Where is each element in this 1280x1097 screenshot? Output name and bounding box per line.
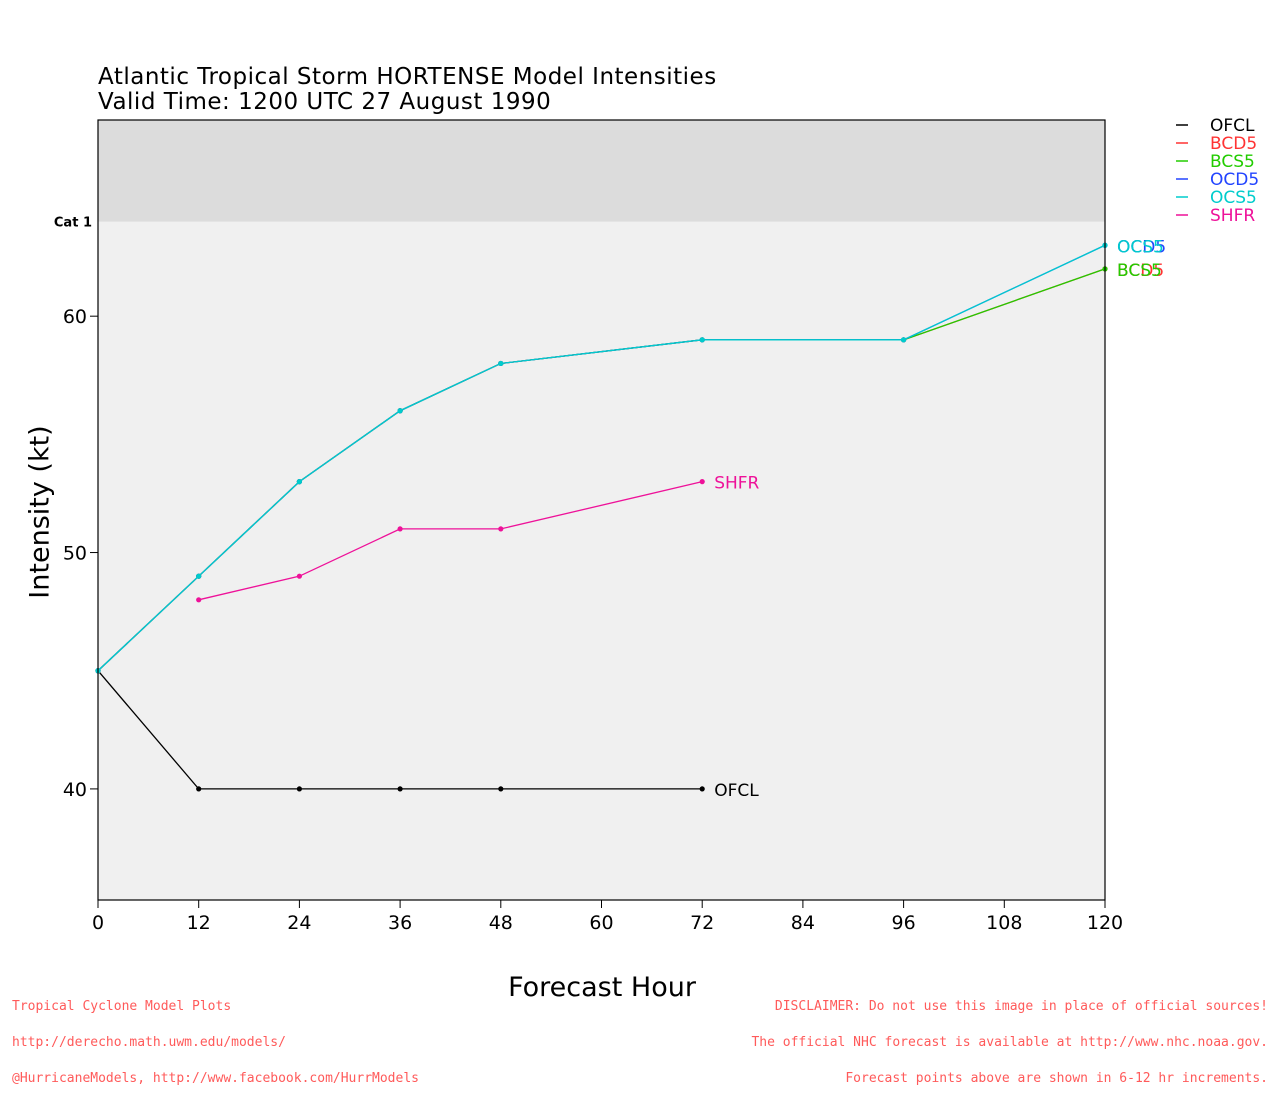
footer-disclaimer-line: DISCLAIMER: Do not use this image in pla… (774, 999, 1268, 1014)
series-point-ocs5 (901, 337, 907, 343)
series-end-label: OCS5 (1117, 237, 1164, 257)
series-end-label: BCD5 (1117, 261, 1164, 281)
plot-frame (97, 119, 1106, 901)
series-line-ocs5 (97, 244, 1106, 672)
footer-disclaimer: DISCLAIMER: Do not use this image in pla… (751, 977, 1268, 1097)
series-point-shfr (397, 526, 403, 532)
y-tick-label: 40 (63, 779, 87, 801)
footer-disclaimer-line: The official NHC forecast is available a… (751, 1035, 1268, 1050)
footer-credit-line[interactable]: http://derecho.math.uwm.edu/models/ (12, 1035, 286, 1050)
x-tick-label: 12 (187, 912, 211, 934)
footer-credits: Tropical Cyclone Model Plots http://dere… (12, 977, 419, 1097)
x-tick-label: 36 (388, 912, 412, 934)
series-point-ofcl (498, 786, 504, 792)
x-tick-label: 108 (986, 912, 1022, 934)
y-tick-label: 50 (63, 543, 87, 565)
y-axis-label: Intensity (kt) (24, 425, 56, 599)
series-end-label: OCD5 (1117, 237, 1166, 257)
series-point-shfr (498, 526, 504, 532)
legend-entry-shfr: SHFR (1210, 206, 1255, 226)
x-tick-label: 120 (1087, 912, 1123, 934)
x-tick-label: 72 (690, 912, 714, 934)
series-point-ocs5 (196, 573, 202, 579)
legend-entry-ocd5: OCD5 (1210, 170, 1259, 190)
series-point-ofcl (397, 786, 403, 792)
legend-entry-bcs5: BCS5 (1210, 152, 1255, 172)
series-line-ofcl (97, 670, 703, 790)
x-tick-label: 48 (489, 912, 513, 934)
series-end-label: OFCL (714, 781, 759, 801)
series-point-ocs5 (699, 337, 705, 343)
legend-entry-bcd5: BCD5 (1210, 134, 1257, 154)
series-point-ocs5 (498, 360, 504, 367)
series-point-shfr (296, 573, 302, 579)
x-tick-label: 24 (287, 912, 311, 934)
x-tick-label: 60 (589, 912, 613, 934)
y-tick-label: 60 (63, 306, 87, 328)
series-point-shfr (196, 597, 202, 603)
series-end-label: BCS5 (1117, 261, 1162, 281)
footer-credit-line[interactable]: @HurricaneModels, http://www.facebook.co… (12, 1071, 419, 1086)
series-point-ofcl (296, 786, 302, 792)
x-tick-label: 0 (92, 912, 104, 934)
category-band-label: Cat 1 (54, 216, 92, 231)
series-point-ofcl (196, 786, 202, 792)
plot-area (98, 120, 1105, 900)
intensity-chart: Cat 10 12 24 36 48 60 72 84 96 108 120405060OFCLBC… (54, 116, 1259, 934)
footer-disclaimer-line: Forecast points above are shown in 6-12 … (845, 1071, 1268, 1086)
category-band (98, 120, 1105, 222)
chart-title: Atlantic Tropical Storm HORTENSE Model I… (98, 64, 717, 90)
series-end-label: SHFR (714, 474, 759, 494)
series-point-shfr (699, 479, 705, 485)
series-point-ofcl (699, 786, 705, 792)
chart-subtitle: Valid Time: 1200 UTC 27 August 1990 (98, 89, 552, 115)
series-point-ocs5 (397, 408, 403, 414)
series-point-ocs5 (296, 479, 302, 485)
legend-entry-ocs5: OCS5 (1210, 188, 1257, 208)
footer-credit-line: Tropical Cyclone Model Plots (12, 999, 232, 1014)
x-tick-label: 84 (791, 912, 815, 934)
legend-entry-ofcl: OFCL (1210, 116, 1255, 136)
x-tick-label: 96 (892, 912, 916, 934)
x-axis-label: Forecast Hour (508, 972, 696, 1003)
